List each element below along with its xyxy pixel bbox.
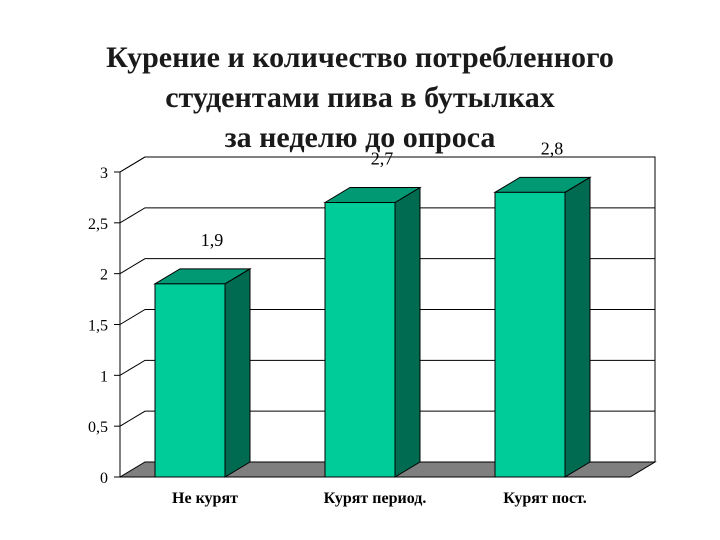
bar-side	[564, 176, 591, 478]
gridline	[119, 359, 655, 376]
y-tick-label: 0,5	[88, 419, 108, 436]
bar	[494, 191, 566, 478]
y-tick-label: 2	[100, 267, 108, 284]
bar	[154, 283, 226, 478]
gridline	[119, 156, 655, 173]
gridline	[119, 410, 655, 427]
y-tick-label: 2,5	[88, 216, 108, 233]
data-label: 2,8	[541, 138, 564, 158]
data-label: 1,9	[201, 230, 224, 250]
y-tick-label: 1	[100, 368, 108, 385]
chart-title-line: за неделю до опроса	[224, 121, 496, 154]
chart-title: Курение и количество потребленного студе…	[0, 38, 720, 158]
bar-side	[224, 267, 251, 478]
chart-title-line: Курение и количество потребленного	[106, 41, 614, 74]
y-tick-label: 3	[100, 165, 108, 182]
gridline	[119, 258, 655, 275]
x-tick-label: Курят период.	[324, 490, 427, 507]
gridline	[119, 309, 655, 325]
x-tick-label: Курят пост.	[503, 490, 587, 507]
chart-title-line: студентами пива в бутылках	[165, 81, 555, 114]
bar-side	[394, 186, 421, 478]
gridline	[119, 207, 655, 224]
bar	[324, 202, 396, 478]
x-tick-label: Не курят	[172, 490, 238, 507]
data-label: 2,7	[371, 149, 394, 169]
y-tick-label: 1,5	[88, 318, 108, 335]
y-tick-label: 0	[100, 470, 108, 487]
